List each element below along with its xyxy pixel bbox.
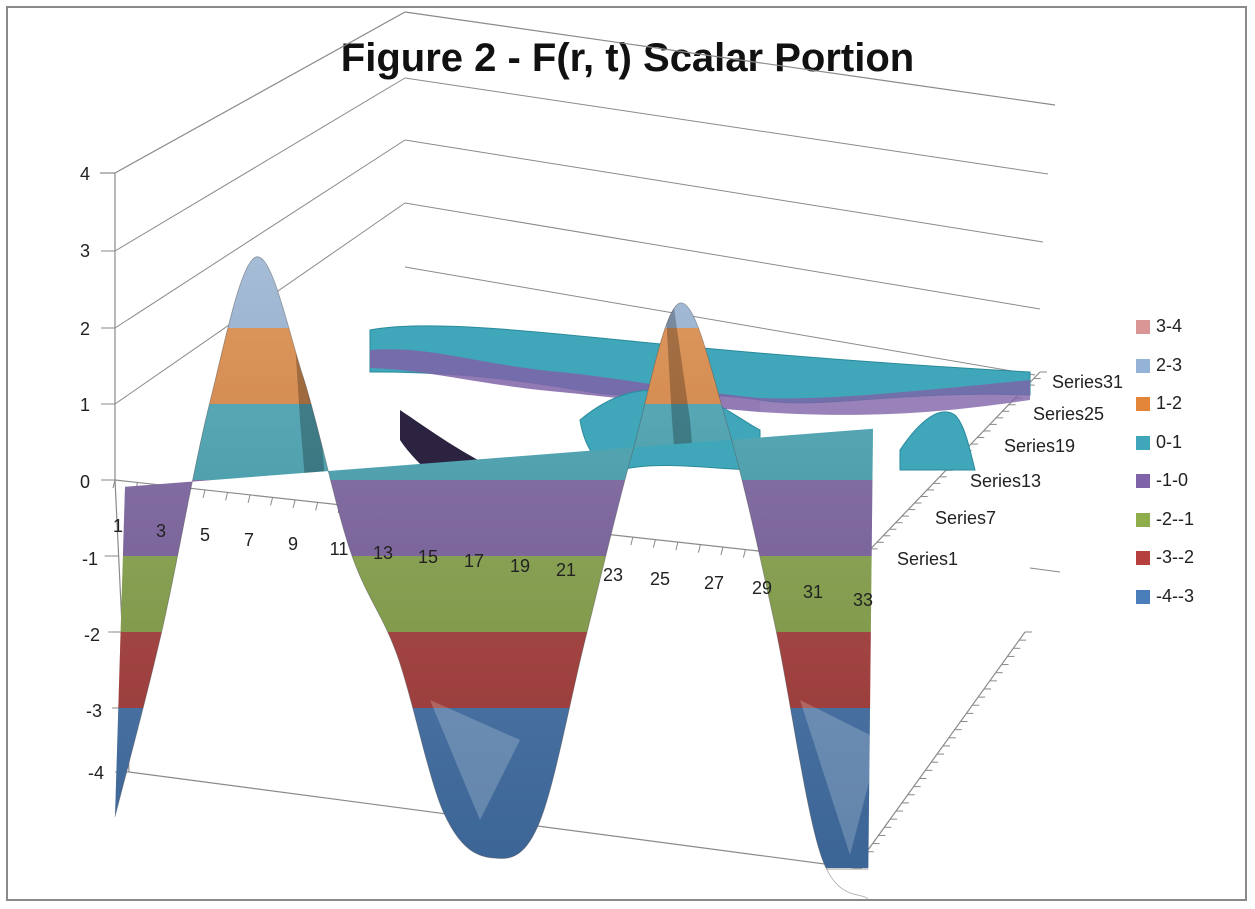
x-tick-mark [697, 544, 701, 553]
x-tick-label: 11 [330, 539, 349, 559]
x-tick-mark [270, 497, 274, 506]
x-tick-label: 19 [510, 556, 530, 576]
x-tick-label: 17 [464, 551, 484, 571]
x-tick-label: 9 [288, 534, 298, 554]
legend-item: 3-4 [1136, 316, 1246, 355]
legend-label: -3--2 [1156, 547, 1195, 567]
legend-item: 0-1 [1136, 432, 1246, 471]
x-tick-mark [720, 546, 724, 556]
legend-label: -2--1 [1156, 508, 1195, 529]
x-tick-label: 21 [556, 560, 576, 580]
x-tick-mark [225, 492, 229, 501]
legend-item: -2--1 [1136, 509, 1246, 548]
z-tick-label: 2 [80, 319, 90, 339]
x-tick-label: 7 [244, 530, 254, 550]
legend-label: 2-3 [1156, 354, 1183, 375]
x-axis-labels: 1 3 5 7 9 11 13 15 17 19 21 23 25 27 29 … [113, 516, 873, 610]
y-tick-label: Series19 [1004, 436, 1075, 456]
x-tick-label: 33 [853, 590, 873, 610]
z-tick-label: -4 [88, 763, 104, 783]
x-tick-label: 25 [650, 569, 670, 589]
y-tick-label: Series31 [1052, 372, 1123, 392]
legend-swatch [1136, 435, 1150, 450]
x-tick-mark [292, 499, 296, 509]
z-tick-label: 0 [80, 472, 90, 492]
z-tick-label: 4 [80, 164, 90, 184]
z-tick-label: -2 [84, 625, 100, 645]
y-axis-labels: Series1 Series7 Series13 Series19 Series… [897, 372, 1123, 569]
legend-swatch [1136, 358, 1150, 373]
x-tick-label: 23 [603, 565, 623, 585]
legend-label: 0-1 [1156, 431, 1183, 452]
x-tick-mark [652, 539, 656, 548]
legend-item: 2-3 [1136, 355, 1246, 394]
legend-item: -4--3 [1136, 586, 1246, 625]
legend-swatch [1136, 551, 1150, 565]
z-tick-label: -3 [86, 701, 102, 721]
z-tick-label: 3 [80, 241, 90, 261]
legend-swatch [1136, 512, 1150, 527]
x-tick-mark [202, 489, 206, 499]
y-tick-label: Series7 [935, 508, 996, 528]
x-tick-mark [315, 502, 319, 511]
legend-item: -1-0 [1136, 470, 1246, 509]
y-tick-label: Series1 [897, 549, 958, 569]
x-tick-label: 5 [200, 525, 210, 545]
legend-label: 3-4 [1156, 316, 1183, 336]
x-tick-mark [630, 537, 634, 546]
x-tick-mark [247, 494, 251, 504]
legend-swatch [1136, 320, 1150, 334]
legend-swatch [1136, 474, 1150, 488]
x-tick-mark [675, 541, 679, 551]
legend-item: 1-2 [1136, 393, 1246, 432]
legend-label: 1-2 [1156, 393, 1183, 413]
y-tick-label: Series25 [1033, 404, 1104, 424]
z-tick-label: -1 [82, 549, 98, 569]
x-tick-label: 15 [418, 547, 438, 567]
x-tick-label: 1 [113, 516, 123, 536]
x-tick-label: 27 [704, 573, 724, 593]
legend-swatch [1136, 397, 1150, 411]
x-tick-mark [112, 479, 116, 489]
z-tick-label: 1 [80, 395, 90, 415]
x-tick-label: 29 [752, 578, 772, 598]
x-tick-label: 31 [803, 582, 823, 602]
legend-item: -3--2 [1136, 547, 1246, 586]
x-tick-label: 3 [156, 521, 166, 541]
legend-label: -1-0 [1156, 470, 1189, 490]
x-tick-label: 13 [373, 543, 393, 563]
x-tick-mark [742, 549, 746, 558]
y-tick-label: Series13 [970, 471, 1041, 491]
legend-label: -4--3 [1156, 585, 1195, 606]
z-axis-labels: 4 3 2 1 0 -1 -2 -3 -4 [80, 164, 104, 783]
legend-swatch [1136, 589, 1150, 604]
legend: 3-4 2-3 1-2 0-1 -1-0 -2--1 -3--2 -4--3 [1136, 316, 1246, 624]
